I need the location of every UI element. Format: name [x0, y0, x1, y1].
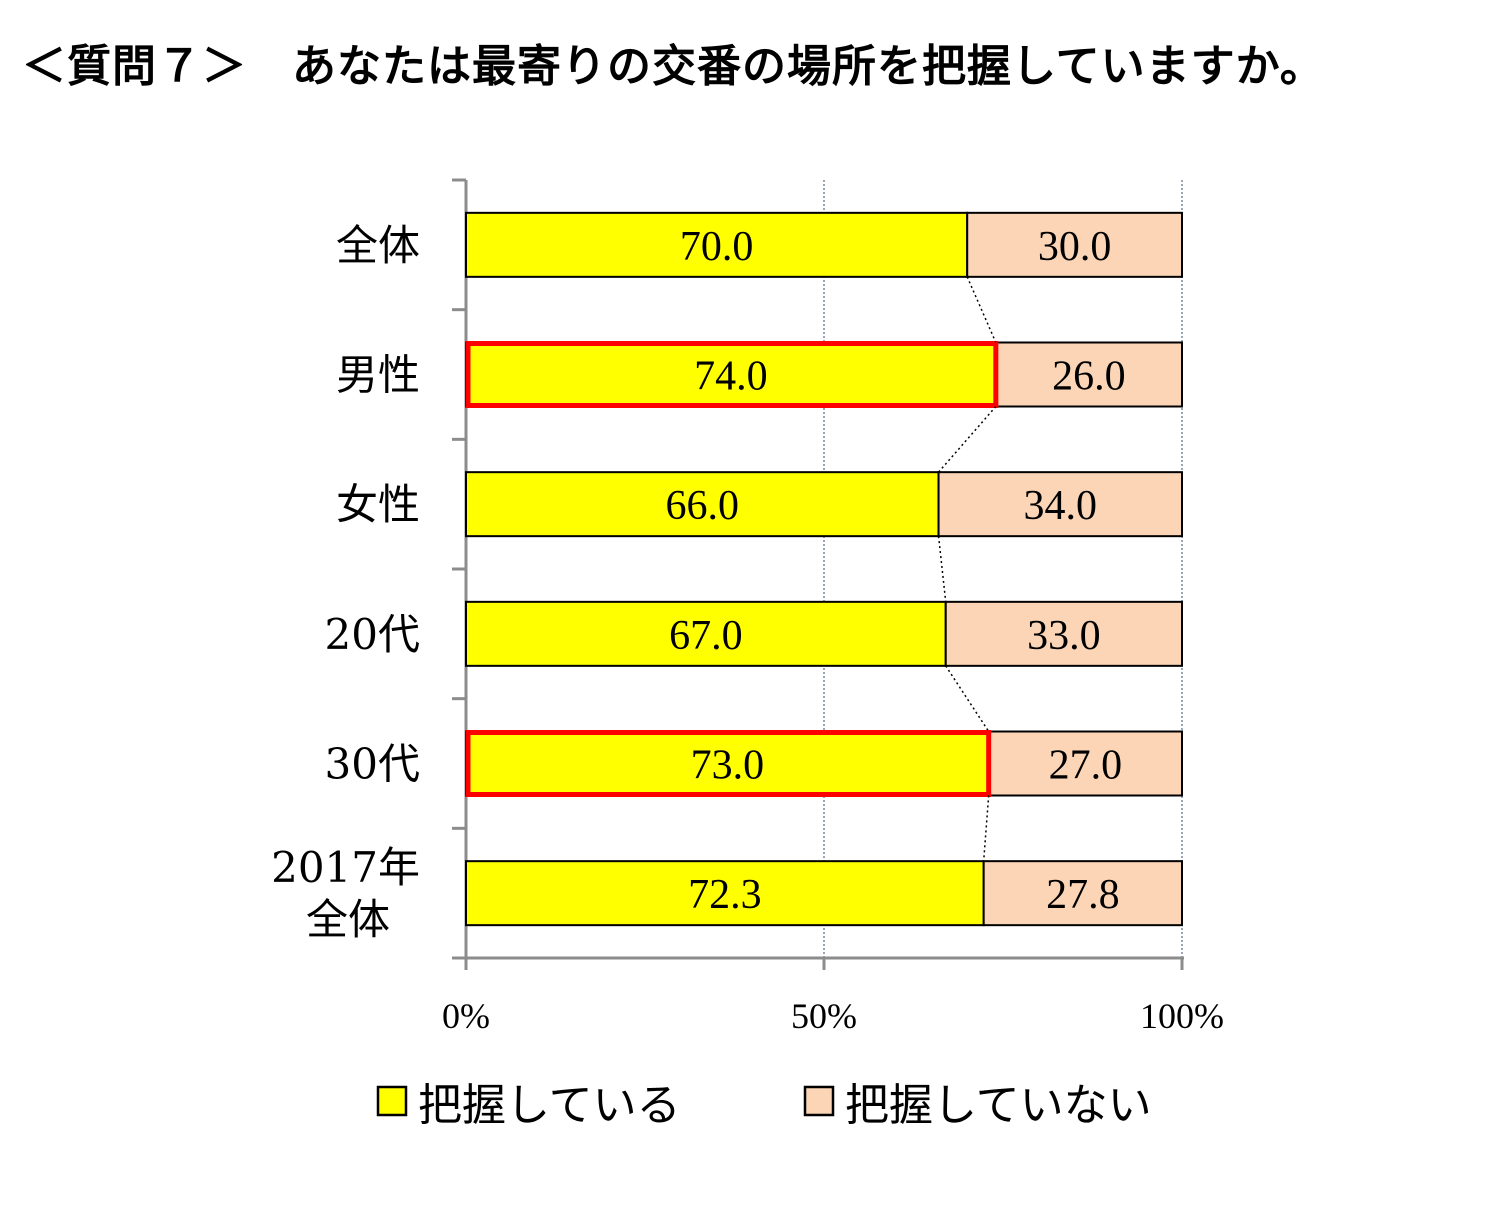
bar-highlight-outline [465, 730, 992, 797]
legend-swatch-1 [376, 1085, 408, 1117]
legend-label-1: 把握している [418, 1080, 681, 1131]
bar-segment-2 [982, 860, 1184, 927]
data-label-2: 34.0 [1024, 483, 1098, 529]
bar-segment-2 [966, 211, 1184, 278]
legend-label-2: 把握していない [845, 1080, 1152, 1131]
data-label-2: 27.8 [1046, 872, 1120, 918]
bar-segment-1 [465, 211, 969, 278]
data-label-1: 74.0 [694, 354, 768, 400]
category-label: 女性 [336, 480, 420, 529]
category-label: 全体 [336, 221, 420, 270]
x-tick-label: 0% [442, 996, 490, 1036]
series-connector-line [945, 665, 990, 732]
data-label-1: 67.0 [669, 613, 743, 659]
data-label-1: 73.0 [691, 743, 765, 789]
bar-segment-2 [944, 600, 1183, 667]
data-label-2: 30.0 [1038, 224, 1112, 270]
category-label-line: 2017年 [271, 843, 420, 892]
data-label-2: 33.0 [1027, 613, 1101, 659]
bar-segment-2 [937, 471, 1183, 538]
legend-swatch-2 [803, 1085, 835, 1117]
series-connector-line [937, 406, 997, 473]
category-label: 男性 [336, 351, 420, 400]
bar-segment-2 [994, 341, 1184, 408]
category-label-line: 全体 [306, 895, 390, 944]
data-label-2: 26.0 [1052, 354, 1126, 400]
data-label-1: 66.0 [666, 483, 740, 529]
bar-segment-2 [987, 730, 1183, 797]
chart-title: ＜質問７＞ あなたは最寄りの交番の場所を把握していますか。 [22, 41, 1325, 92]
series-connector-line [937, 536, 947, 602]
data-label-1: 70.0 [680, 224, 754, 270]
bar-highlight-outline [465, 341, 999, 408]
x-tick-label: 50% [791, 996, 857, 1036]
category-label: 2017年全体 [271, 843, 420, 944]
category-label: 20代 [325, 610, 420, 659]
bar-segment-1 [465, 860, 985, 927]
series-connector-line [982, 795, 990, 862]
bar-segment-1 [465, 600, 947, 667]
x-tick-label: 100% [1140, 996, 1224, 1036]
category-label: 30代 [325, 740, 420, 789]
data-label-2: 27.0 [1049, 743, 1123, 789]
series-connector-line [966, 276, 997, 343]
bar-segment-1 [465, 471, 940, 538]
data-label-1: 72.3 [688, 872, 762, 918]
